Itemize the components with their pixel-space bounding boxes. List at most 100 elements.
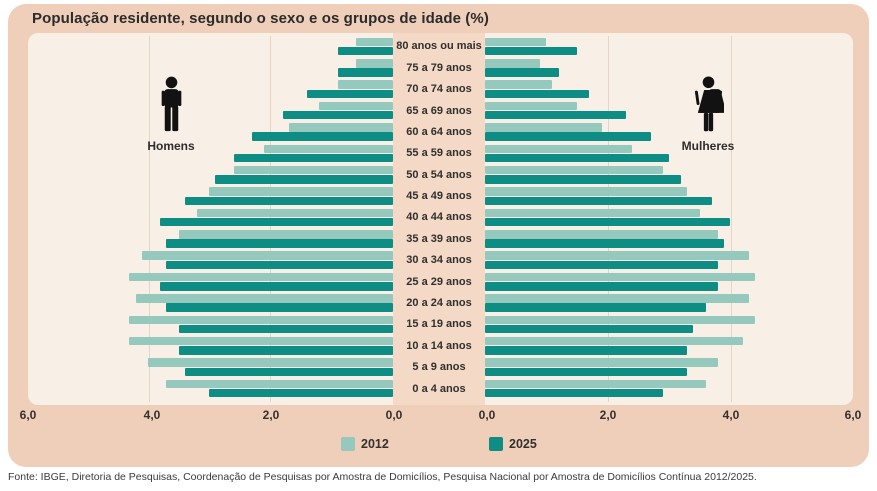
bar-homens-2012 xyxy=(129,336,393,346)
x-tick-right: 4,0 xyxy=(722,408,740,422)
bar-mulheres-2025 xyxy=(485,367,688,377)
bar-mulheres-2025 xyxy=(485,388,663,398)
bar-homens-2025 xyxy=(178,324,393,334)
age-group-label: 45 a 49 anos xyxy=(406,190,472,203)
age-group-label: 0 a 4 anos xyxy=(412,382,466,395)
bar-mulheres-2012 xyxy=(485,144,633,154)
bar-mulheres-2012 xyxy=(485,358,718,367)
x-tick-right: 2,0 xyxy=(599,408,617,422)
age-group-label: 75 a 79 anos xyxy=(406,61,472,74)
bar-homens-2012 xyxy=(319,101,393,111)
bar-mulheres-2025 xyxy=(485,46,577,56)
legend-swatch-2025 xyxy=(489,437,503,451)
bar-homens-2025 xyxy=(252,132,393,141)
bar-homens-2025 xyxy=(166,239,393,248)
bar-homens-2025 xyxy=(233,153,393,163)
bar-mulheres-2012 xyxy=(485,272,755,282)
age-group-label: 50 a 54 anos xyxy=(406,168,472,181)
bar-homens-2025 xyxy=(337,68,393,77)
legend-swatch-2012 xyxy=(341,437,355,451)
bar-homens-2025 xyxy=(184,196,393,206)
bar-mulheres-2025 xyxy=(485,153,669,163)
bar-mulheres-2025 xyxy=(485,217,731,227)
bar-mulheres-2012 xyxy=(485,336,743,346)
bar-homens-2025 xyxy=(160,217,393,227)
bar-mulheres-2012 xyxy=(485,208,700,218)
age-group-label: 40 a 44 anos xyxy=(406,211,472,224)
bar-homens-2025 xyxy=(209,388,393,398)
bar-mulheres-2012 xyxy=(485,187,688,196)
bar-homens-2012 xyxy=(178,230,393,239)
bar-mulheres-2012 xyxy=(485,230,718,239)
bar-mulheres-2025 xyxy=(485,324,694,334)
bar-homens-2025 xyxy=(184,367,393,377)
bar-mulheres-2012 xyxy=(485,123,602,132)
bar-homens-2025 xyxy=(215,175,393,184)
bar-mulheres-2025 xyxy=(485,346,688,355)
bar-mulheres-2025 xyxy=(485,110,626,120)
x-tick-right: 0,0 xyxy=(478,408,496,422)
bar-homens-2025 xyxy=(166,260,393,270)
bar-mulheres-2012 xyxy=(485,101,577,111)
age-group-label: 35 a 39 anos xyxy=(406,232,472,245)
age-group-label: 55 a 59 anos xyxy=(406,147,472,160)
bar-mulheres-2012 xyxy=(485,37,547,47)
age-group-label: 10 a 14 anos xyxy=(406,339,472,352)
bar-homens-2025 xyxy=(307,89,393,99)
bar-homens-2012 xyxy=(264,144,393,154)
bar-mulheres-2025 xyxy=(485,239,725,248)
bar-mulheres-2012 xyxy=(485,80,553,89)
bar-mulheres-2012 xyxy=(485,59,541,68)
bar-homens-2012 xyxy=(166,379,393,389)
bar-mulheres-2025 xyxy=(485,175,682,184)
bar-homens-2012 xyxy=(141,251,393,260)
bar-mulheres-2012 xyxy=(485,315,755,325)
bar-homens-2012 xyxy=(196,208,393,218)
bar-homens-2012 xyxy=(147,358,393,367)
women-label: Mulheres xyxy=(681,139,735,153)
bar-mulheres-2025 xyxy=(485,303,706,312)
bar-homens-2012 xyxy=(356,37,393,47)
bar-mulheres-2012 xyxy=(485,165,663,175)
woman-icon xyxy=(694,76,724,132)
age-group-label: 20 a 24 anos xyxy=(406,297,472,309)
bar-mulheres-2025 xyxy=(485,68,559,77)
bar-homens-2012 xyxy=(337,80,393,89)
bar-homens-2012 xyxy=(135,294,393,303)
men-label: Homens xyxy=(147,139,195,153)
bar-mulheres-2012 xyxy=(485,251,749,260)
age-group-label: 80 anos ou mais xyxy=(396,40,482,53)
age-label-column xyxy=(393,33,485,405)
x-tick-left: 6,0 xyxy=(19,408,37,422)
bar-homens-2012 xyxy=(209,187,393,196)
bar-mulheres-2025 xyxy=(485,260,718,270)
bar-homens-2025 xyxy=(166,303,393,312)
bar-mulheres-2012 xyxy=(485,294,749,303)
bar-mulheres-2025 xyxy=(485,196,712,206)
man-icon xyxy=(161,76,182,132)
legend-label-2012: 2012 xyxy=(361,437,389,451)
bar-mulheres-2025 xyxy=(485,132,651,141)
age-group-label: 25 a 29 anos xyxy=(406,275,472,288)
source-note: Fonte: IBGE, Diretoria de Pesquisas, Coo… xyxy=(8,471,757,483)
bar-homens-2012 xyxy=(233,165,393,175)
bar-homens-2012 xyxy=(356,59,393,68)
bar-homens-2012 xyxy=(288,123,393,132)
x-tick-right: 6,0 xyxy=(844,408,862,422)
bar-homens-2025 xyxy=(337,46,393,56)
bar-homens-2025 xyxy=(282,110,393,120)
bar-mulheres-2012 xyxy=(485,379,706,389)
age-group-label: 15 a 19 anos xyxy=(406,318,472,331)
age-group-label: 60 a 64 anos xyxy=(406,125,472,138)
x-tick-left: 2,0 xyxy=(262,408,280,422)
x-tick-left: 4,0 xyxy=(143,408,161,422)
age-group-label: 5 a 9 anos xyxy=(412,361,466,374)
age-group-label: 70 a 74 anos xyxy=(406,83,472,96)
chart-title: População residente, segundo o sexo e os… xyxy=(32,10,489,27)
age-group-label: 30 a 34 anos xyxy=(406,254,472,267)
legend-label-2025: 2025 xyxy=(509,437,537,451)
bar-mulheres-2025 xyxy=(485,89,590,99)
x-tick-left: 0,0 xyxy=(385,408,403,422)
bar-homens-2025 xyxy=(178,346,393,355)
